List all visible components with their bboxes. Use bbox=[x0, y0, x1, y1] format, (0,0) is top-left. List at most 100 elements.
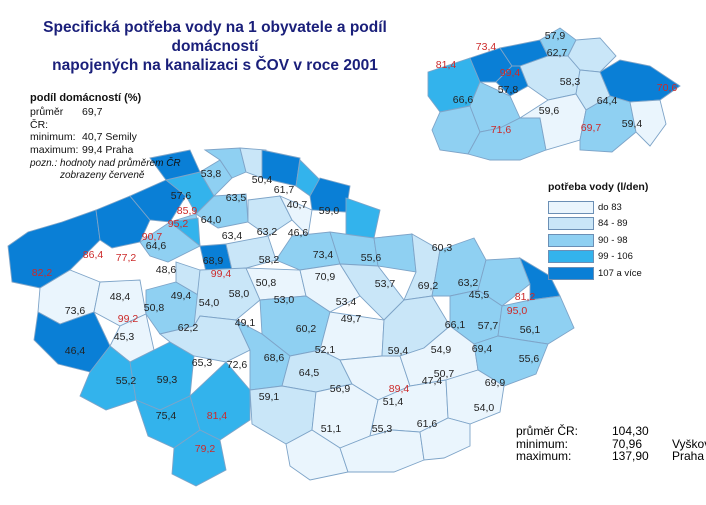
district-value-label: 50,7 bbox=[434, 368, 455, 380]
district-value-label: 82,2 bbox=[32, 267, 53, 279]
household-stats-header: podíl domácností (%) bbox=[30, 92, 142, 104]
district-value-label: 56,9 bbox=[330, 383, 351, 395]
stat-value: 99,4 Praha bbox=[82, 143, 134, 156]
district-value-label: 72,6 bbox=[227, 359, 248, 371]
legend-item: do 83 bbox=[548, 199, 648, 216]
stat-key: minimum: bbox=[30, 131, 76, 143]
district-value-label: 40,7 bbox=[287, 199, 308, 211]
district-value-label: 55,6 bbox=[519, 353, 540, 365]
region-layer bbox=[427, 27, 681, 161]
district-area bbox=[419, 417, 471, 461]
district-value-label: 64,5 bbox=[299, 367, 320, 379]
district-value-label: 48,6 bbox=[156, 264, 177, 276]
district-value-label: 54,0 bbox=[474, 402, 495, 414]
district-area bbox=[225, 235, 277, 271]
district-value-label: 50,8 bbox=[256, 277, 277, 289]
district-value-label: 49,1 bbox=[235, 317, 256, 329]
district-value-label: 59,4 bbox=[388, 345, 409, 357]
district-value-label: 65,3 bbox=[192, 357, 213, 369]
stat-key: minimum: bbox=[516, 436, 569, 451]
district-value-label: 56,1 bbox=[520, 324, 541, 336]
district-area bbox=[477, 257, 531, 307]
stat-key: průměr ČR: bbox=[30, 106, 64, 131]
district-value-label: 66,1 bbox=[445, 319, 466, 331]
district-value-label: 77,2 bbox=[116, 252, 137, 264]
stat-key: průměr ČR: bbox=[516, 424, 579, 438]
region-value-label: 66,6 bbox=[453, 94, 474, 106]
district-value-label: 69,9 bbox=[485, 377, 506, 389]
household-stat-row: minimum: 40,7 Semily bbox=[30, 131, 181, 144]
district-value-label: 73,4 bbox=[313, 249, 334, 261]
legend-swatch bbox=[548, 266, 594, 280]
legend-label: 90 - 98 bbox=[598, 234, 628, 246]
district-value-label: 64,6 bbox=[146, 240, 167, 252]
region-area bbox=[629, 99, 667, 147]
district-value-label: 59,3 bbox=[157, 374, 178, 386]
household-stat-row: průměr ČR: 69,7 bbox=[30, 106, 181, 131]
district-value-label: 86,4 bbox=[83, 249, 104, 261]
district-area bbox=[129, 179, 187, 223]
district-value-label: 90,7 bbox=[142, 231, 163, 243]
region-value-label: 70,6 bbox=[657, 82, 678, 94]
stat-value: 69,7 bbox=[82, 106, 103, 118]
district-value-label: 59,1 bbox=[259, 391, 280, 403]
legend-item: 90 - 98 bbox=[548, 232, 648, 249]
district-value-label: 49,4 bbox=[171, 290, 192, 302]
district-value-label: 53,4 bbox=[336, 296, 357, 308]
district-value-label: 51,1 bbox=[321, 423, 342, 435]
district-value-label: 61,6 bbox=[417, 418, 438, 430]
district-value-label: 85,9 bbox=[177, 205, 198, 217]
district-layer bbox=[7, 147, 575, 487]
district-value-label: 81,4 bbox=[207, 410, 228, 422]
household-stats: podíl domácností (%) průměr ČR: 69,7 min… bbox=[30, 92, 181, 182]
district-value-label: 46,6 bbox=[288, 227, 309, 239]
district-value-label: 68,9 bbox=[203, 255, 224, 267]
map-title: Specifická potřeba vody na 1 obyvatele a… bbox=[30, 18, 400, 75]
region-value-label: 99,4 bbox=[500, 67, 521, 79]
region-area bbox=[579, 95, 637, 153]
legend-label: do 83 bbox=[598, 201, 622, 213]
district-value-label: 81,2 bbox=[515, 291, 536, 303]
legend-label: 84 - 89 bbox=[598, 218, 628, 230]
label-layer: 53,8 50,4 57,6 61,7 63,5 85,9 40,7 59,0 95,2 64,0… bbox=[32, 30, 678, 455]
district-value-label: 64,0 bbox=[201, 214, 222, 226]
district-area bbox=[195, 193, 249, 229]
legend-title: potřeba vody (l/den) bbox=[548, 181, 649, 193]
district-value-label: 63,2 bbox=[458, 277, 479, 289]
region-value-label: 59,6 bbox=[539, 105, 560, 117]
district-value-label: 61,7 bbox=[274, 184, 295, 196]
district-value-label: 58,2 bbox=[259, 254, 280, 266]
district-value-label: 50,4 bbox=[252, 174, 273, 186]
district-value-label: 55,2 bbox=[116, 375, 137, 387]
legend-label: 107 a více bbox=[598, 267, 642, 279]
legend-item: 107 a více bbox=[548, 265, 648, 282]
district-value-label: 75,4 bbox=[156, 410, 177, 422]
district-value-label: 62,2 bbox=[178, 322, 199, 334]
district-value-label: 55,3 bbox=[372, 423, 393, 435]
district-value-label: 49,7 bbox=[341, 313, 362, 325]
region-value-label: 59,4 bbox=[622, 118, 643, 130]
household-stat-row: maximum: 99,4 Praha bbox=[30, 144, 181, 157]
water-stat-row: průměr ČR: 104,30 bbox=[516, 425, 706, 438]
district-area bbox=[345, 197, 381, 239]
stat-value: 104,30 bbox=[612, 424, 649, 438]
district-value-label: 70,9 bbox=[315, 271, 336, 283]
title-line-1: Specifická potřeba vody na 1 obyvatele a… bbox=[43, 19, 387, 55]
district-value-label: 69,2 bbox=[418, 280, 439, 292]
water-demand-stats: průměr ČR: 104,30 minimum: 70,96 Vyškov … bbox=[516, 425, 706, 463]
district-value-label: 95,2 bbox=[168, 218, 189, 230]
legend-item: 84 - 89 bbox=[548, 216, 648, 233]
district-value-label: 47,4 bbox=[422, 375, 443, 387]
district-area bbox=[497, 295, 575, 345]
legend-swatch bbox=[548, 233, 594, 247]
district-area bbox=[203, 147, 247, 179]
legend: potřeba vody (l/den) do 83 84 - 89 90 - … bbox=[548, 181, 648, 282]
district-value-label: 58,0 bbox=[229, 288, 250, 300]
legend-swatch bbox=[548, 217, 594, 231]
district-value-label: 68,6 bbox=[264, 352, 285, 364]
district-value-label: 53,8 bbox=[201, 168, 222, 180]
region-value-label: 57,8 bbox=[498, 84, 519, 96]
water-stat-row: minimum: 70,96 Vyškov bbox=[516, 436, 706, 451]
district-value-label: 54,0 bbox=[199, 297, 220, 309]
